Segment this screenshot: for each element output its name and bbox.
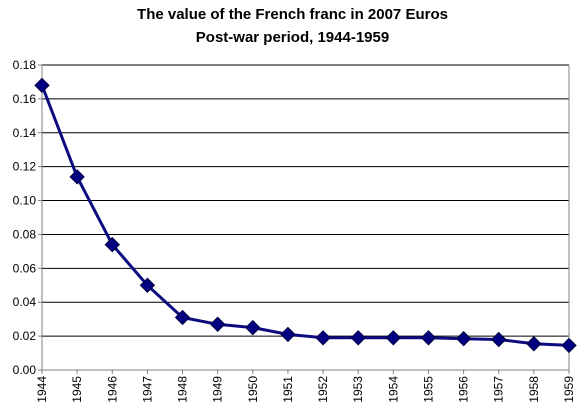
y-tick-labels: 0.00 0.02 0.04 0.06 0.08 0.10 0.12 0.14 0.16 0.18 (13, 58, 37, 377)
x-tick-label: 1956 (457, 376, 471, 403)
data-point-marker (34, 77, 50, 94)
x-tick-label: 1957 (492, 376, 506, 403)
x-tick-label: 1946 (105, 376, 119, 403)
y-tick-label: 0.06 (13, 261, 37, 275)
data-point-marker (315, 330, 331, 346)
data-point-marker (455, 330, 472, 347)
y-tick-label: 0.12 (13, 160, 37, 174)
x-tick-label: 1959 (562, 376, 576, 403)
x-tick-label: 1948 (176, 376, 190, 403)
x-tick-label: 1955 (421, 376, 435, 403)
y-tick-label: 0.02 (13, 329, 37, 343)
chart-subtitle: Post-war period, 1944-1959 (195, 29, 390, 46)
data-point-marker (491, 331, 507, 348)
data-point-marker (69, 169, 85, 185)
data-point-marker (350, 330, 366, 346)
x-tick-label: 1958 (527, 376, 541, 403)
x-tick-label: 1951 (281, 376, 295, 403)
x-tick-labels: 1944 1945 1946 1947 1948 1949 1950 1951 1952 1953… (35, 376, 576, 403)
data-point-marker (104, 236, 120, 253)
y-tick-label: 0.00 (13, 363, 37, 377)
x-tick-label: 1944 (35, 376, 49, 403)
grid-lines (42, 64, 569, 337)
data-point-marker (209, 316, 226, 332)
y-tick-label: 0.18 (13, 58, 37, 72)
data-point-marker (526, 336, 542, 352)
y-tick-label: 0.16 (13, 92, 37, 106)
x-tick-label: 1952 (316, 376, 330, 403)
series-line (40, 84, 570, 347)
data-point-marker (385, 330, 402, 346)
data-point-marker (174, 309, 191, 326)
series-layer (34, 77, 577, 354)
y-tick-label: 0.10 (13, 194, 37, 208)
x-tick-label: 1954 (386, 376, 400, 403)
data-point-marker (245, 319, 261, 336)
x-tick-label: 1953 (351, 376, 365, 403)
chart-title: The value of the French franc in 2007 Eu… (137, 6, 448, 23)
data-point-marker (139, 277, 156, 293)
data-point-marker (280, 326, 296, 343)
y-tick-label: 0.04 (13, 295, 37, 309)
x-tick-label: 1947 (140, 376, 154, 403)
x-tick-label: 1949 (211, 376, 225, 403)
data-point-marker (561, 337, 577, 354)
y-tick-label: 0.14 (13, 126, 37, 140)
axes (38, 64, 570, 374)
x-tick-label: 1945 (70, 376, 84, 403)
data-point-marker (420, 330, 437, 346)
y-tick-label: 0.08 (13, 227, 37, 241)
x-tick-label: 1950 (246, 376, 260, 403)
